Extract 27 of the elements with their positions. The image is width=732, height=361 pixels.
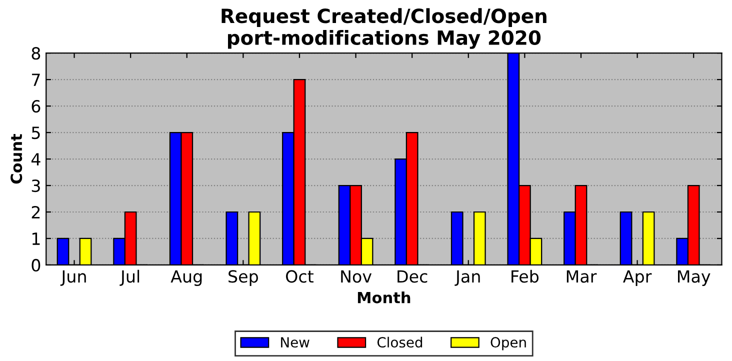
y-tick-label: 3 (32, 179, 40, 192)
x-tick-label: Mar (566, 270, 597, 283)
legend-label: Open (490, 337, 526, 350)
legend-label: New (281, 337, 310, 348)
x-tick-label: Nov (341, 270, 372, 283)
legend-label: Closed (377, 336, 422, 348)
x-tick-label: Jan (454, 270, 480, 286)
y-tick-label: 8 (32, 47, 40, 60)
x-axis-title: Month (358, 292, 410, 304)
chart-title: Request Created/Closed/Open port-modifications May 2020 (222, 8, 546, 49)
y-tick-label: 4 (31, 153, 40, 166)
y-axis-title: Count (10, 134, 22, 184)
x-tick-label: May (678, 270, 710, 286)
x-tick-label: Jun (60, 270, 86, 286)
y-tick-label: 7 (32, 74, 40, 86)
y-tick-label: 0 (32, 258, 40, 272)
y-tick-label: 1 (32, 232, 40, 245)
y-tick-label: 6 (32, 100, 40, 113)
x-tick-label: Sep (228, 270, 258, 286)
x-tick-label: Oct (286, 270, 314, 283)
x-tick-label: Dec (398, 270, 428, 283)
y-tick-label: 2 (32, 206, 40, 218)
x-tick-label: Jul (120, 270, 140, 286)
x-tick-label: Feb (512, 270, 539, 283)
x-tick-label: Aug (170, 270, 202, 286)
x-tick-label: Apr (623, 270, 652, 286)
y-tick-label: 5 (32, 126, 40, 140)
